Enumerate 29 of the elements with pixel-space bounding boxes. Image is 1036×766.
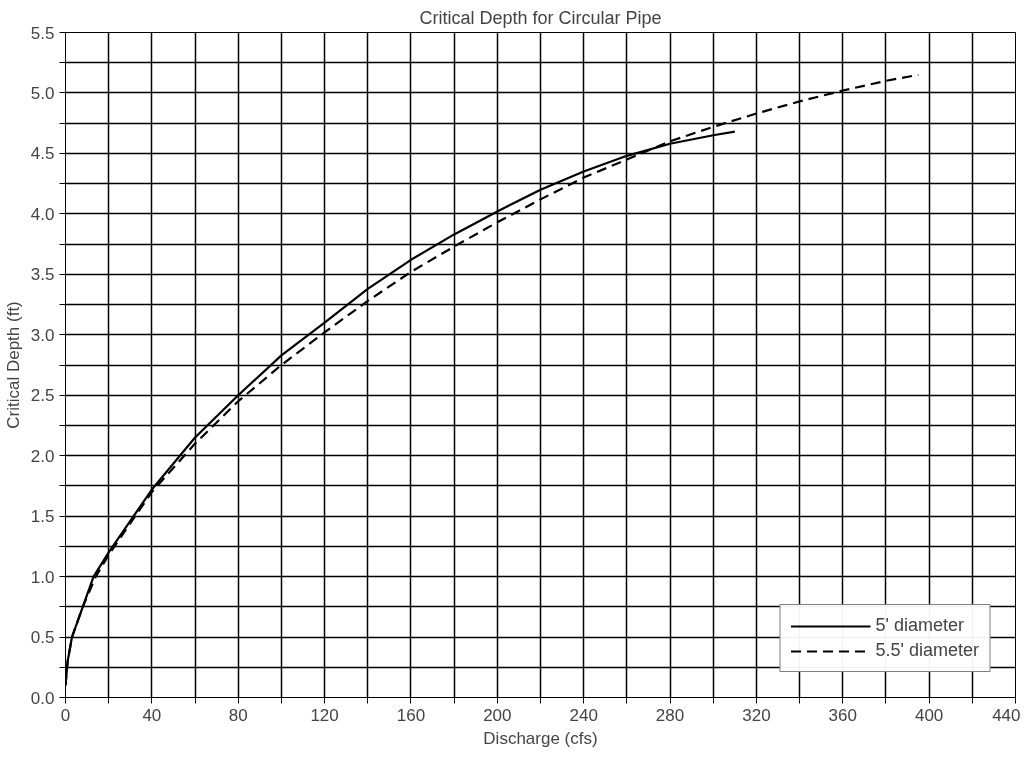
y-tick-label: 1.0 (30, 567, 55, 587)
x-tick-label: 360 (828, 705, 857, 725)
y-axis-title: Critical Depth (ft) (3, 301, 23, 429)
x-tick-label: 160 (396, 705, 426, 725)
legend-label: 5.5' diameter (875, 640, 979, 661)
x-tick-label: 40 (142, 705, 162, 725)
x-tick-label: 240 (569, 705, 598, 725)
y-tick-label: 2.5 (30, 386, 55, 406)
y-tick-label: 2.0 (30, 446, 55, 466)
y-tick-label: 0.0 (30, 688, 55, 708)
y-tick-label: 1.5 (30, 507, 55, 527)
x-tick-label: 0 (60, 705, 71, 725)
x-tick-label: 280 (655, 705, 685, 725)
y-tick-label: 3.5 (30, 265, 55, 285)
x-tick-label: 200 (483, 705, 512, 725)
x-tick-label: 80 (228, 705, 248, 725)
y-tick-label: 5.0 (30, 83, 55, 103)
chart-title: Critical Depth for Circular Pipe (419, 7, 662, 28)
legend-label: 5' diameter (875, 615, 964, 636)
x-tick-label: 120 (310, 705, 339, 725)
y-tick-label: 5.5 (30, 23, 55, 43)
y-tick-label: 4.5 (30, 144, 55, 164)
x-axis-title: Discharge (cfs) (483, 728, 598, 748)
x-tick-label: 400 (914, 705, 944, 725)
y-tick-label: 3.0 (30, 325, 55, 345)
x-tick-label: 320 (742, 705, 771, 725)
y-tick-label: 4.0 (30, 204, 55, 224)
x-tick-label: 440 (992, 705, 1021, 725)
y-tick-label: 0.5 (30, 628, 55, 648)
